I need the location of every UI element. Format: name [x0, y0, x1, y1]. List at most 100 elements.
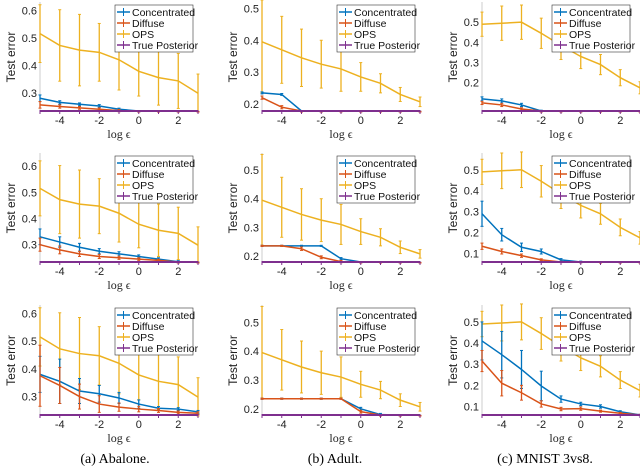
x-tick-label: -4	[497, 115, 507, 127]
y-tick-label: 0.2	[464, 78, 479, 90]
x-axis-label: log ϵ	[329, 127, 352, 141]
caption-c: (c) MNIST 3vs8.	[497, 452, 593, 467]
series-line	[481, 102, 640, 112]
legend-label: Concentrated	[569, 158, 632, 170]
y-tick-label: 0.3	[244, 222, 259, 234]
series-true-posterior	[39, 261, 199, 265]
y-axis-label: Test error	[446, 335, 460, 386]
y-tick-label: 0.3	[244, 67, 259, 79]
legend-label: Diffuse	[569, 169, 602, 181]
legend-label: Diffuse	[354, 169, 387, 181]
y-tick-label: 0.5	[464, 317, 479, 329]
legend-label: True Posterior	[569, 343, 636, 355]
series-line	[39, 32, 199, 94]
series-true-posterior	[39, 110, 199, 114]
y-tick-label: 0.2	[244, 99, 259, 111]
legend-label: OPS	[354, 180, 376, 192]
x-tick-label: -4	[55, 266, 65, 278]
y-tick-label: 0.5	[244, 3, 259, 15]
x-tick-label: -2	[94, 115, 104, 127]
y-tick-label: 0.3	[244, 375, 259, 387]
y-axis-label: Test error	[446, 183, 460, 234]
legend-box	[336, 155, 416, 204]
x-tick-label: 0	[358, 115, 364, 127]
series-line	[481, 340, 640, 416]
y-tick-label: 0.1	[464, 249, 479, 261]
y-tick-label: 0.4	[464, 338, 479, 350]
x-tick-label: 2	[397, 115, 403, 127]
legend-label: True Posterior	[569, 40, 636, 52]
x-tick-label: -4	[277, 115, 287, 127]
y-tick-label: 0.5	[464, 17, 479, 29]
x-tick-label: -4	[55, 419, 65, 431]
x-tick-label: -2	[94, 419, 104, 431]
x-tick-label: 2	[397, 419, 403, 431]
y-tick-label: 0.4	[244, 194, 259, 206]
series-line	[481, 213, 640, 263]
x-tick-label: -4	[277, 266, 287, 278]
y-tick-label: 0.5	[244, 317, 259, 329]
series-line	[261, 41, 421, 103]
series-ops	[260, 153, 422, 259]
subplot-adult-row2: -4 -2 0 2 0.2 0.3 0.4 0.5 log ϵ Test error Concent…	[226, 153, 422, 292]
series-concentrated	[480, 200, 640, 264]
subplot-abalone-row3: -4 -2 0 2 0.3 0.4 0.5 0.6 log ϵ Test error Concent…	[4, 305, 200, 445]
y-axis-label: Test error	[446, 32, 460, 83]
y-tick-label: 0.3	[22, 240, 37, 252]
x-tick-label: 2	[175, 266, 181, 278]
legend-label: Concentrated	[132, 7, 195, 19]
series-concentrated	[480, 96, 640, 113]
y-tick-label: 0.6	[22, 5, 37, 17]
y-tick-label: 0.1	[464, 401, 479, 413]
y-tick-label: 0.3	[464, 58, 479, 70]
series-ops	[260, 305, 422, 412]
y-tick-label: 0.4	[464, 186, 479, 198]
series-ops	[260, 0, 422, 108]
series-line	[261, 351, 421, 408]
x-tick-label: -4	[497, 419, 507, 431]
y-tick-label: 0.4	[464, 37, 479, 49]
legend-label: Concentrated	[354, 158, 417, 170]
series-line	[39, 187, 199, 246]
x-tick-label: 2	[617, 419, 623, 431]
legend-box	[551, 307, 631, 356]
subplot-mnist-3vs8-row2: -4 -2 0 2 0.1 0.2 0.3 0.4 0.5 log ϵ Test error Conc…	[446, 151, 640, 292]
series-line	[262, 397, 420, 416]
legend-label: Diffuse	[354, 321, 387, 333]
legend-label: True Posterior	[132, 40, 199, 52]
x-tick-label: 2	[617, 266, 623, 278]
subplot-mnist-3vs8-row1: -4 -2 0 2 0.2 0.3 0.4 0.5 log ϵ Test error Concent…	[446, 2, 640, 141]
series-line	[39, 375, 199, 414]
legend-box	[336, 4, 416, 53]
y-tick-label: 0.2	[244, 404, 259, 416]
subplot-adult-row1: -4 -2 0 2 0.2 0.3 0.4 0.5 log ϵ Test error Concent…	[226, 0, 422, 141]
x-tick-label: 0	[578, 115, 584, 127]
series-line	[262, 397, 420, 416]
series-true-posterior	[481, 414, 640, 418]
legend-label: Diffuse	[354, 18, 387, 30]
series-concentrated	[260, 397, 422, 417]
x-tick-label: 0	[358, 266, 364, 278]
y-axis-label: Test error	[4, 32, 18, 83]
x-tick-label: 0	[136, 266, 142, 278]
x-tick-label: -4	[277, 419, 287, 431]
y-axis-label: Test error	[4, 183, 18, 234]
legend-label: Diffuse	[569, 321, 602, 333]
subplot-adult-row3: -4 -2 0 2 0.2 0.3 0.4 0.5 log ϵ Test error Concent…	[226, 305, 422, 445]
series-line	[39, 336, 199, 398]
series-diffuse	[260, 95, 422, 113]
legend-label: True Posterior	[354, 40, 421, 52]
series-true-posterior	[481, 110, 640, 114]
subplot-abalone-row1: -4 -2 0 2 0.3 0.4 0.5 0.6 log ϵ Test error Concent…	[4, 2, 200, 141]
x-tick-label: 2	[397, 266, 403, 278]
x-axis-label: log ϵ	[107, 127, 130, 141]
subplot-abalone-row2: -4 -2 0 2 0.3 0.4 0.5 0.6 log ϵ Test error Concent…	[4, 153, 200, 292]
legend-label: True Posterior	[354, 343, 421, 355]
y-tick-label: 0.2	[464, 228, 479, 240]
x-tick-label: -2	[536, 266, 546, 278]
